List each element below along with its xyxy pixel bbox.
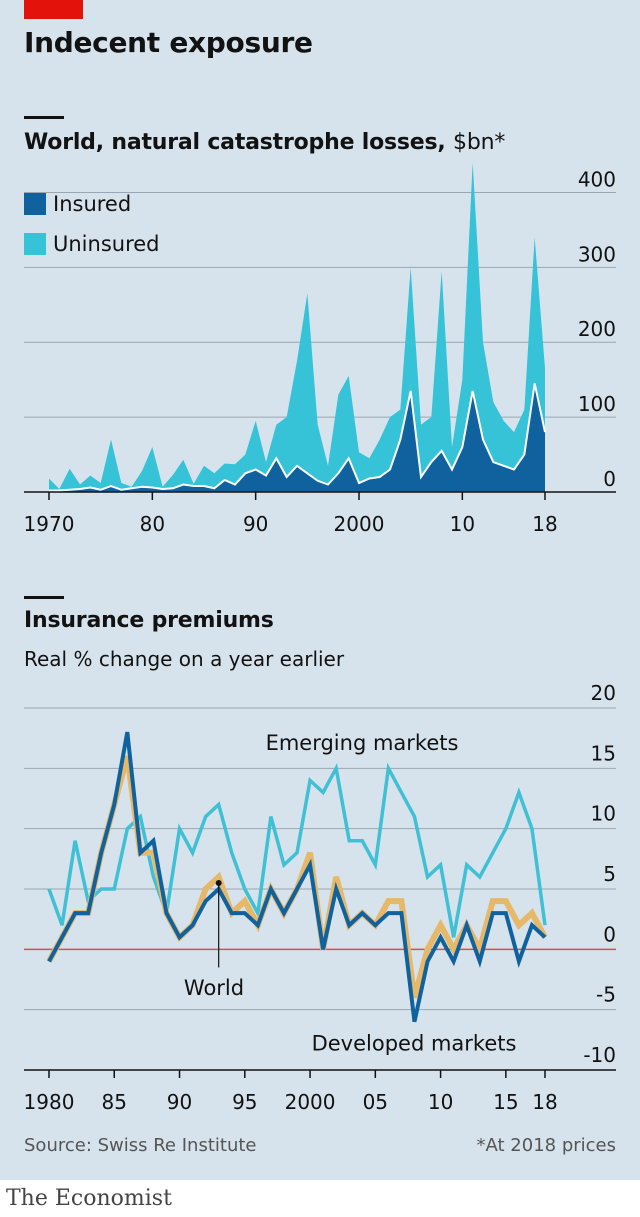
x-tick-label: 80 xyxy=(140,512,165,536)
x-tick-label: 95 xyxy=(232,1090,257,1114)
y-tick-label: -10 xyxy=(583,1043,616,1067)
chart2-title-rule xyxy=(24,596,64,599)
brand-red-tag xyxy=(24,0,83,19)
y-tick-label: 0 xyxy=(603,922,616,946)
x-tick-label: 10 xyxy=(450,512,475,536)
legend-label-uninsured: Uninsured xyxy=(53,232,160,256)
chart1-title-text: World, natural catastrophe losses, xyxy=(24,130,446,155)
chart2-title: Insurance premiums xyxy=(24,608,274,633)
y-tick-label: 20 xyxy=(591,681,616,705)
chart-panel xyxy=(0,0,640,1180)
y-tick-label: -5 xyxy=(596,983,616,1007)
x-tick-label: 18 xyxy=(532,1090,557,1114)
y-tick-label: 15 xyxy=(591,741,616,765)
uninsured-area xyxy=(49,162,545,492)
x-tick-label: 90 xyxy=(167,1090,192,1114)
emerging-markets-line xyxy=(47,762,547,938)
price-footnote: *At 2018 prices xyxy=(476,1135,616,1156)
x-tick-label: 1980 xyxy=(24,1090,75,1114)
y-tick-label: 100 xyxy=(578,392,616,416)
developed-markets-line xyxy=(47,731,547,1023)
x-tick-label: 1970 xyxy=(24,512,75,536)
x-tick-label: 15 xyxy=(493,1090,518,1114)
x-tick-label: 2000 xyxy=(285,1090,336,1114)
x-tick-label: 10 xyxy=(428,1090,453,1114)
chart1-title: World, natural catastrophe losses, $bn* xyxy=(24,130,505,155)
catastrophe-losses-chart: 0 100 200 300 400 1970 80 90 2000 10 18 xyxy=(24,162,616,536)
chart2-subtitle: Real % change on a year earlier xyxy=(24,647,345,671)
legend-uninsured: Uninsured xyxy=(24,232,160,256)
emerging-markets-label: Emerging markets xyxy=(266,731,459,755)
legend-insured: Insured xyxy=(24,192,131,216)
insured-area xyxy=(49,383,545,492)
legend-swatch-insured xyxy=(24,193,46,215)
economist-wordmark: The Economist xyxy=(6,1186,172,1211)
y-tick-label: 200 xyxy=(578,317,616,341)
developed-markets-label: Developed markets xyxy=(312,1032,517,1056)
world-label-dot xyxy=(215,879,222,886)
x-tick-label: 85 xyxy=(102,1090,127,1114)
x-tick-label: 90 xyxy=(243,512,268,536)
source-note: Source: Swiss Re Institute xyxy=(24,1135,257,1156)
y-tick-label: 10 xyxy=(591,802,616,826)
y-tick-label: 5 xyxy=(603,862,616,886)
chart1-title-rule xyxy=(24,116,64,119)
y-tick-label: 400 xyxy=(578,167,616,191)
page-title: Indecent exposure xyxy=(24,26,313,59)
x-tick-label: 05 xyxy=(363,1090,388,1114)
legend-label-insured: Insured xyxy=(53,192,132,216)
world-label: World xyxy=(184,976,244,1000)
insured-boundary-line xyxy=(49,383,546,492)
y-tick-label: 0 xyxy=(603,467,616,491)
chart1-title-unit: $bn* xyxy=(453,130,506,155)
x-tick-label: 2000 xyxy=(334,512,385,536)
y-tick-label: 300 xyxy=(578,242,616,266)
legend-swatch-uninsured xyxy=(24,233,46,255)
x-tick-label: 18 xyxy=(532,512,557,536)
world-line xyxy=(46,755,548,999)
